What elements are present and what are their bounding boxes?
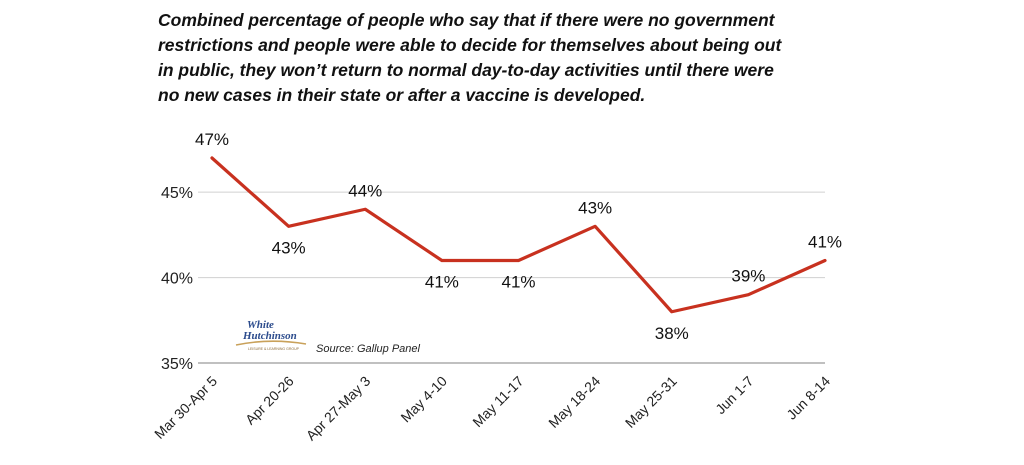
x-tick-label: May 11-17 bbox=[469, 373, 527, 431]
data-label: 41% bbox=[501, 273, 535, 292]
data-labels: 47% 43% 44% 41% 41% 43% 38% 39% 41% bbox=[195, 130, 842, 343]
data-label: 44% bbox=[348, 181, 382, 200]
logo-swoosh bbox=[235, 340, 307, 346]
white-hutchinson-logo: White Hutchinson LEISURE & LEARNING GROU… bbox=[235, 319, 307, 351]
data-point bbox=[210, 156, 214, 160]
x-tick-label: May 18-24 bbox=[545, 373, 603, 431]
data-label: 41% bbox=[808, 233, 842, 252]
x-tick-label: Jun 8-14 bbox=[783, 373, 833, 423]
chart-title: Combined percentage of people who say th… bbox=[158, 8, 898, 108]
data-label: 41% bbox=[425, 273, 459, 292]
y-tick-label: 45% bbox=[161, 185, 193, 202]
x-tick-label: Apr 20-26 bbox=[242, 373, 297, 428]
source-note: Source: Gallup Panel bbox=[316, 343, 421, 355]
logo-line-2: Hutchinson bbox=[242, 330, 297, 342]
title-line-1: Combined percentage of people who say th… bbox=[158, 10, 775, 30]
x-axis-categories: Mar 30-Apr 5 Apr 20-26 Apr 27-May 3 May 4-1… bbox=[151, 373, 833, 444]
data-point bbox=[517, 259, 520, 262]
data-point bbox=[670, 310, 673, 313]
x-tick-label: Apr 27-May 3 bbox=[303, 373, 374, 444]
series-line-group bbox=[210, 156, 827, 314]
x-tick-label: May 4-10 bbox=[397, 373, 450, 426]
y-axis-ticks: 35% 40% 45% bbox=[161, 185, 193, 373]
gridlines bbox=[198, 191, 825, 364]
title-line-2: restrictions and people were able to dec… bbox=[158, 35, 782, 55]
data-label: 39% bbox=[731, 267, 765, 286]
logo-line-1: White bbox=[247, 319, 274, 331]
data-label: 43% bbox=[272, 238, 306, 257]
x-tick-label: Mar 30-Apr 5 bbox=[151, 373, 220, 442]
x-tick-label: May 25-31 bbox=[622, 373, 680, 431]
data-label: 47% bbox=[195, 130, 229, 149]
data-point bbox=[364, 208, 367, 211]
data-point bbox=[823, 259, 827, 262]
data-point bbox=[287, 225, 290, 228]
data-point bbox=[747, 293, 750, 296]
data-label: 43% bbox=[578, 198, 612, 217]
title-line-4: no new cases in their state or after a v… bbox=[158, 85, 646, 105]
data-point bbox=[440, 259, 444, 262]
y-tick-label: 40% bbox=[161, 271, 193, 288]
data-point bbox=[593, 225, 597, 228]
data-label: 38% bbox=[655, 324, 689, 343]
y-tick-label: 35% bbox=[161, 356, 193, 373]
x-tick-label: Jun 1-7 bbox=[712, 373, 756, 417]
logo-small-text: LEISURE & LEARNING GROUP bbox=[248, 347, 300, 351]
title-line-3: in public, they won’t return to normal d… bbox=[158, 60, 774, 80]
